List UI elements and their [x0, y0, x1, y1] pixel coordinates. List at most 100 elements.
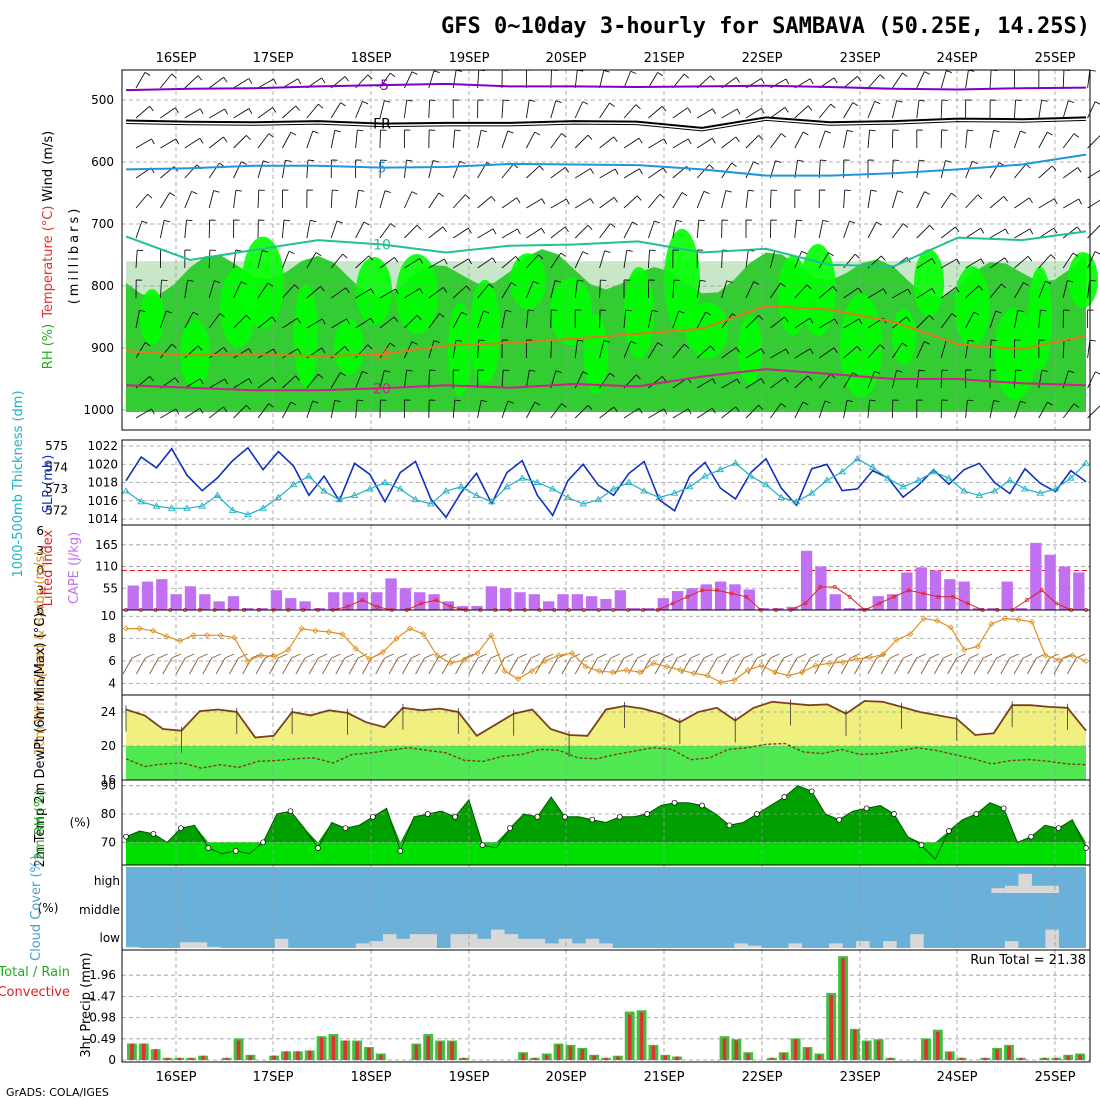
- wind-barb-flag: [828, 252, 834, 257]
- wind-barb-flag: [267, 282, 274, 287]
- wind-barb: [696, 280, 701, 299]
- wind-barb: [1014, 282, 1024, 299]
- wind-barb-flag: [139, 309, 146, 313]
- precip-convective-bar: [829, 995, 833, 1060]
- wind-barb: [989, 283, 1002, 299]
- cape-bar: [227, 596, 240, 610]
- wind-barb-flag: [144, 342, 151, 347]
- wind-barb: [892, 288, 909, 299]
- wind-barb-flag: [638, 137, 643, 144]
- rh2m-marker: [534, 813, 541, 820]
- wind-barb: [989, 162, 1000, 179]
- precip-convective-bar: [604, 1057, 608, 1060]
- cape-bar: [385, 578, 397, 610]
- wind-barb-flag: [174, 377, 179, 384]
- precip-convective-bar: [556, 1044, 561, 1060]
- wind-barb: [648, 193, 661, 209]
- wind-barb-flag: [297, 348, 302, 355]
- wind-barb: [306, 220, 311, 239]
- cloud-bar-high: [1004, 885, 1019, 893]
- wind-barb: [574, 70, 578, 89]
- wind-barb: [233, 161, 242, 179]
- wind-barb-flag: [639, 168, 643, 175]
- axis-tick-label: 0.98: [89, 1011, 116, 1025]
- cloud-bar-low: [545, 943, 559, 948]
- wind-barb: [525, 281, 534, 299]
- cloud-bar-low: [180, 942, 194, 948]
- precip-convective-bar: [201, 1055, 205, 1060]
- precip-convective-bar: [521, 1053, 525, 1060]
- wind-barb-flag: [245, 314, 251, 320]
- wind-barb-flag: [710, 75, 715, 81]
- thickness-marker: [1036, 489, 1045, 496]
- wind-barb-flag: [268, 133, 274, 138]
- wind10m-marker: [204, 632, 211, 639]
- lifted-index-marker: [951, 594, 956, 599]
- wind-barb-flag: [902, 72, 908, 77]
- cape-bar: [371, 592, 383, 610]
- thickness-marker: [792, 497, 801, 505]
- wind-barb: [281, 160, 286, 179]
- wind-barb-flag: [321, 347, 326, 354]
- wind-barb-flag: [980, 228, 985, 234]
- cape-bar: [184, 586, 197, 610]
- wind-barb-flag: [780, 403, 787, 408]
- footer-credit: GrADS: COLA/IGES: [6, 1086, 109, 1099]
- rh2m-marker: [808, 788, 815, 795]
- wind-barb-flag: [368, 255, 374, 261]
- wind-barb: [940, 160, 946, 179]
- thickness-marker: [426, 500, 435, 507]
- wind-barb: [184, 164, 198, 179]
- wind10m-barb: [1013, 657, 1024, 675]
- wind-barb: [818, 252, 829, 269]
- wind-barb: [184, 311, 194, 329]
- thickness-marker: [670, 489, 679, 496]
- wind-barb-flag: [705, 311, 712, 316]
- wind10m-marker: [433, 652, 441, 659]
- rh-high-blob: [242, 236, 284, 329]
- wind-barb-flag: [802, 131, 809, 136]
- wind-barb-flag: [807, 375, 813, 381]
- wind-barb-flag: [858, 318, 863, 325]
- rh-high-blob: [396, 254, 438, 335]
- wind-barb: [257, 189, 260, 209]
- cloud-bar-high: [1031, 885, 1046, 893]
- wind-barb-flag: [223, 347, 228, 353]
- wind-barb: [208, 162, 220, 179]
- wind-barb: [696, 311, 707, 329]
- bottom-date-label: 21SEP: [644, 1070, 685, 1085]
- wind-barb-flag: [854, 253, 860, 259]
- lifted-index-marker: [685, 594, 690, 599]
- wind-barb-flag: [505, 309, 512, 313]
- wind10m-marker: [271, 653, 278, 660]
- wind-barb-flag: [223, 136, 228, 143]
- precip-convective-bar: [1078, 1054, 1082, 1060]
- wind-barb-flag: [438, 192, 444, 197]
- wind-barb-flag: [945, 160, 952, 163]
- wind10m-barb: [375, 657, 386, 675]
- thickness-marker: [762, 480, 770, 488]
- wind-barb-flag: [1025, 163, 1031, 169]
- wind-barb-flag: [538, 254, 544, 260]
- wind-barb: [818, 318, 835, 329]
- wind-barb: [940, 286, 956, 299]
- wind10m-barb: [175, 657, 186, 675]
- wind-barb-flag: [609, 102, 615, 107]
- wind-barb-flag: [1077, 167, 1082, 173]
- wind-barb: [892, 316, 907, 329]
- wind-barb: [1014, 197, 1030, 209]
- wind-barb-flag: [684, 343, 690, 349]
- wind10m-barb-flag: [238, 653, 248, 659]
- wind-barb: [477, 196, 492, 209]
- wind-barb: [404, 288, 420, 299]
- wind10m-barb-flag: [996, 653, 1006, 659]
- wind-barb-flag: [321, 77, 326, 84]
- wind10m-barb-flag: [743, 653, 753, 659]
- wind10m-barb-flag: [810, 653, 820, 659]
- wind-barb-flag: [661, 376, 667, 382]
- wind-barb: [257, 377, 273, 389]
- wind-barb: [306, 252, 317, 269]
- cloud-bar-low: [423, 934, 437, 948]
- thickness-marker: [548, 485, 557, 492]
